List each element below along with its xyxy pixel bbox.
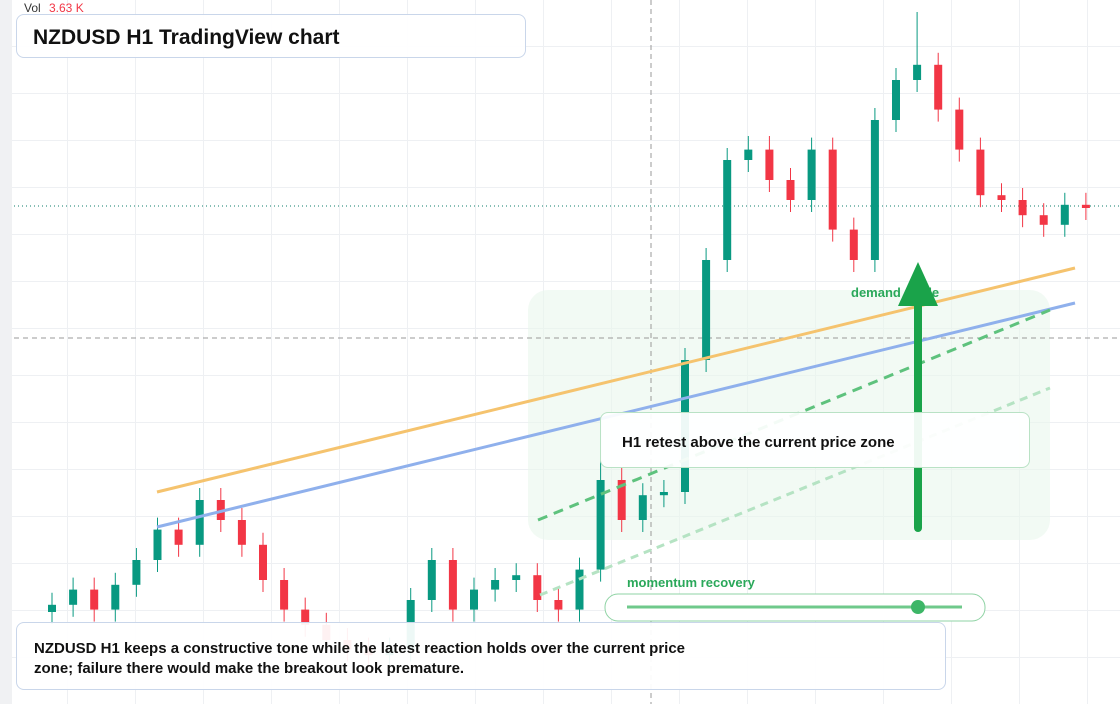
candle-body [111,584,120,610]
arrow-head [898,262,938,306]
momentum-knob [911,600,925,614]
candle-body [69,589,78,605]
volume-label: Vol [24,1,41,15]
candle-body [427,560,436,600]
candle-body [849,229,858,260]
candle-body [575,569,584,610]
volume-value: 3.63 K [49,1,84,15]
candle-body [702,260,711,360]
candle-body [786,180,795,200]
candle-body [1060,204,1069,225]
candle-body [470,589,478,610]
candle-body [1081,204,1090,208]
momentum-label: momentum recovery [627,575,756,590]
candle-body [174,529,183,545]
candle-body [259,544,267,580]
candle-body [1018,200,1027,216]
candle-body [828,149,837,230]
candle-body [744,149,753,160]
left-strip [0,0,12,704]
candle-body [280,580,289,610]
candle-body [554,600,563,610]
candle-body [638,495,647,520]
candle-body [448,560,457,610]
candle-body [48,604,56,612]
candle-body [955,109,964,150]
candle-body [195,500,204,545]
candle-body [512,575,521,580]
candle-body [617,480,626,520]
candle-body [976,149,985,196]
candle-body [132,560,141,585]
title-box: NZDUSD H1 TradingView chart [16,14,526,58]
candle-body [659,492,668,496]
candle-body [934,64,943,110]
chart-title: NZDUSD H1 TradingView chart [33,26,340,49]
candle-body [765,149,774,180]
caption: NZDUSD H1 keeps a constructive tone whil… [34,640,686,677]
candle-body [1039,215,1048,225]
candle-body [892,80,900,120]
caption-box: NZDUSD H1 keeps a constructive tone whil… [16,622,946,690]
candle-body [90,589,99,610]
candle-body [491,580,500,590]
candle-body [807,149,816,200]
candle-body [997,195,1006,200]
candle-body [301,609,310,625]
candle-body [533,575,542,600]
candle-body [596,480,605,570]
dashed-channel-light [539,386,1051,597]
candle-body [870,120,879,260]
candle-body [723,160,732,260]
candle-body [913,64,922,80]
retest-box: H1 retest above the current price zone [600,412,1030,468]
candle-body [153,529,162,560]
candle-body [237,520,246,545]
retest-label: H1 retest above the current price zone [622,434,895,451]
